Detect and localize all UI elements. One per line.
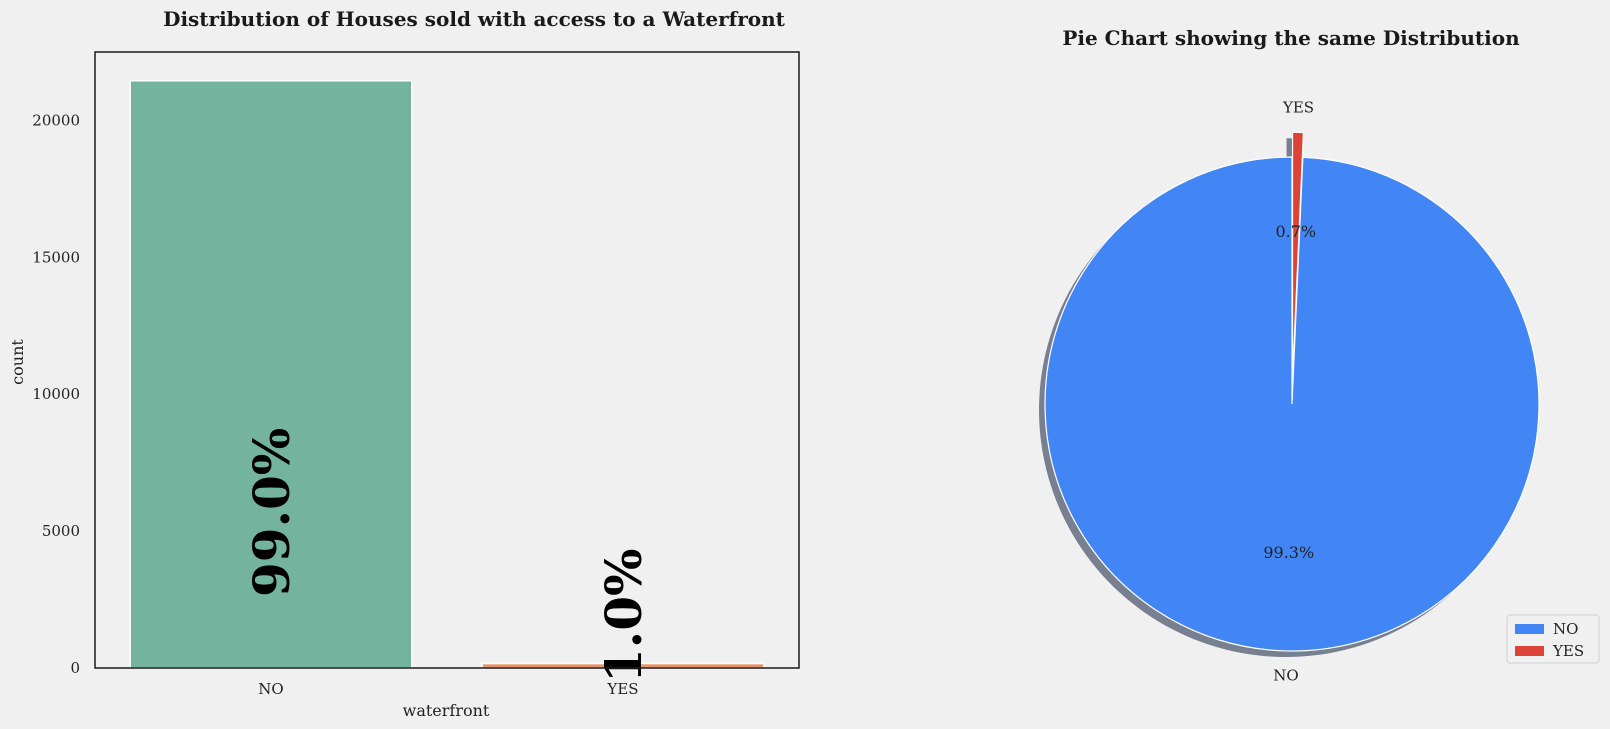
bar-percent-labels: 99.0% 1.0% bbox=[242, 428, 653, 683]
pie-slice-no bbox=[1044, 156, 1540, 652]
y-ticks: 0 5000 10000 15000 20000 bbox=[32, 111, 80, 677]
pie-pct-no: 99.3% bbox=[1263, 543, 1314, 562]
legend-label-yes: YES bbox=[1552, 642, 1584, 660]
x-tick-no: NO bbox=[258, 680, 283, 698]
bar-chart-title: Distribution of Houses sold with access … bbox=[163, 7, 786, 31]
pie-pct-yes: 0.7% bbox=[1275, 222, 1316, 241]
y-tick-0: 0 bbox=[70, 659, 80, 677]
bar-chart: Distribution of Houses sold with access … bbox=[8, 7, 800, 720]
bar-plot-frame bbox=[94, 51, 800, 669]
pie-slice-yes bbox=[1291, 131, 1305, 380]
bar-label-no: 99.0% bbox=[242, 428, 301, 597]
pie-chart-title: Pie Chart showing the same Distribution bbox=[1062, 26, 1520, 50]
y-tick-15000: 15000 bbox=[32, 248, 80, 266]
y-axis-label: count bbox=[8, 339, 27, 385]
bar-layer bbox=[129, 79, 765, 668]
y-tick-5000: 5000 bbox=[42, 522, 80, 540]
y-tick-20000: 20000 bbox=[32, 111, 80, 129]
pie-legend: NO YES bbox=[1506, 614, 1600, 664]
pie-label-yes: YES bbox=[1282, 99, 1314, 117]
legend-swatch-no bbox=[1515, 624, 1544, 634]
bar-label-yes: 1.0% bbox=[594, 549, 653, 684]
x-ticks: NO YES bbox=[258, 680, 638, 698]
pie-slices bbox=[1044, 131, 1540, 652]
legend-label-no: NO bbox=[1553, 620, 1578, 638]
y-tick-10000: 10000 bbox=[32, 385, 80, 403]
pie-label-no: NO bbox=[1273, 667, 1298, 685]
x-axis-label: waterfront bbox=[403, 701, 490, 720]
bar-no bbox=[129, 79, 413, 668]
legend-swatch-yes bbox=[1515, 646, 1544, 656]
pie-labels: NO 99.3% YES 0.7% bbox=[1263, 99, 1316, 685]
pie-chart: Pie Chart showing the same Distribution … bbox=[1038, 26, 1600, 685]
x-tick-yes: YES bbox=[606, 680, 638, 698]
